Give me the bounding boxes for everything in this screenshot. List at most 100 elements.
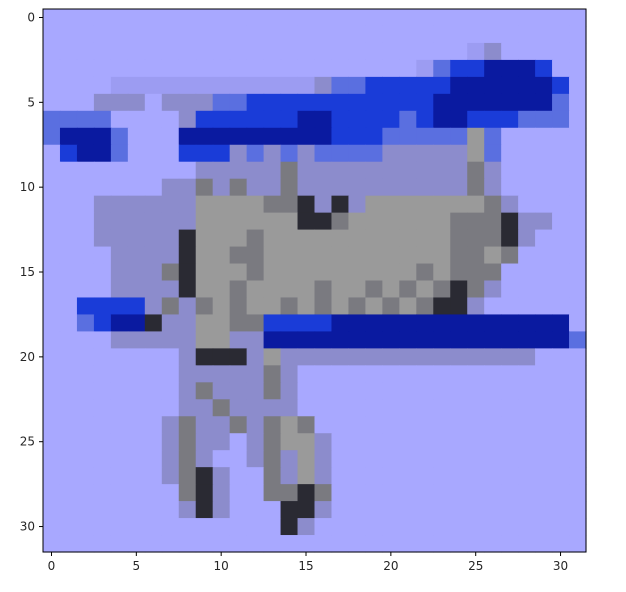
pixel-cell (382, 484, 400, 502)
pixel-cell (178, 144, 197, 163)
pixel-cell (59, 399, 78, 417)
pixel-cell (484, 484, 502, 502)
pixel-cell (450, 229, 468, 248)
pixel-cell (76, 416, 95, 434)
pixel-cell (178, 450, 197, 468)
pixel-cell (535, 76, 553, 95)
pixel-cell (212, 178, 231, 197)
pixel-cell (569, 365, 587, 383)
pixel-cell (450, 348, 468, 366)
pixel-cell (43, 110, 61, 129)
pixel-cell (161, 127, 180, 146)
pixel-cell (229, 178, 248, 197)
pixel-cell (76, 246, 95, 265)
pixel-cell (43, 93, 61, 112)
pixel-cell (212, 42, 231, 61)
pixel-cell (535, 229, 553, 248)
pixel-cell (518, 399, 536, 417)
pixel-cell (348, 280, 367, 299)
pixel-cell (484, 331, 502, 349)
pixel-cell (552, 178, 570, 197)
pixel-cell (297, 331, 316, 349)
pixel-cell (518, 93, 536, 112)
pixel-cell (76, 450, 95, 468)
pixel-cell (144, 263, 163, 282)
pixel-cell (76, 365, 95, 383)
pixel-cell (229, 433, 248, 451)
pixel-cell (518, 25, 536, 44)
pixel-cell (76, 399, 95, 417)
pixel-cell (484, 76, 502, 95)
pixel-cell (416, 297, 434, 316)
pixel-cell (229, 467, 248, 485)
pixel-cell (399, 399, 417, 417)
pixel-cell (399, 331, 417, 349)
pixel-cell (314, 59, 333, 78)
pixel-cell (195, 382, 214, 400)
pixel-cell (297, 416, 316, 434)
pixel-cell (399, 59, 417, 78)
pixel-cell (297, 535, 316, 553)
pixel-cell (246, 127, 265, 146)
pixel-cell (297, 76, 316, 95)
pixel-cell (127, 314, 146, 333)
pixel-cell (161, 76, 180, 95)
pixel-cell (127, 467, 146, 485)
pixel-cell (552, 518, 570, 536)
pixel-cell (246, 110, 265, 129)
pixel-cell (382, 314, 400, 333)
pixel-cell (433, 25, 451, 44)
pixel-cell (110, 161, 129, 180)
pixel-cell (501, 501, 519, 519)
pixel-cell (382, 280, 400, 299)
pixel-cell (297, 263, 316, 282)
pixel-cell (484, 535, 502, 553)
pixel-cell (263, 246, 282, 265)
pixel-cell (161, 382, 180, 400)
pixel-cell (450, 382, 468, 400)
pixel-cell (535, 195, 553, 214)
pixel-cell (229, 212, 248, 231)
pixel-cell (501, 365, 519, 383)
pixel-cell (501, 76, 519, 95)
pixel-cell (331, 110, 350, 129)
pixel-cell (348, 484, 367, 502)
pixel-cell (297, 484, 316, 502)
pixel-cell (569, 127, 587, 146)
pixel-cell (314, 93, 333, 112)
pixel-cell (297, 93, 316, 112)
pixel-cell (229, 263, 248, 282)
pixel-cell (246, 518, 265, 536)
pixel-cell (365, 246, 383, 265)
pixel-cell (450, 331, 468, 349)
pixel-cell (569, 399, 587, 417)
pixel-cell (450, 314, 468, 333)
pixel-cell (59, 144, 78, 163)
pixel-cell (178, 246, 197, 265)
pixel-cell (365, 535, 383, 553)
pixel-cell (297, 42, 316, 61)
pixel-cell (433, 501, 451, 519)
pixel-cell (212, 484, 231, 502)
pixel-cell (263, 110, 282, 129)
pixel-cell (110, 144, 129, 163)
pixel-cell (450, 93, 468, 112)
pixel-cell (43, 518, 61, 536)
pixel-cell (365, 161, 383, 180)
pixel-cell (569, 161, 587, 180)
pixel-cell (416, 212, 434, 231)
pixel-cell (110, 518, 129, 536)
pixel-cell (416, 450, 434, 468)
pixel-cell (314, 76, 333, 95)
pixel-cell (93, 501, 112, 519)
pixel-cell (501, 467, 519, 485)
pixel-cell (43, 365, 61, 383)
pixel-cell (110, 297, 129, 316)
pixel-cell (280, 42, 299, 61)
pixel-cell (59, 93, 78, 112)
pixel-cell (399, 433, 417, 451)
pixel-cell (467, 76, 485, 95)
pixel-cell (535, 110, 553, 129)
pixel-cell (246, 416, 265, 434)
pixel-cell (43, 144, 61, 163)
